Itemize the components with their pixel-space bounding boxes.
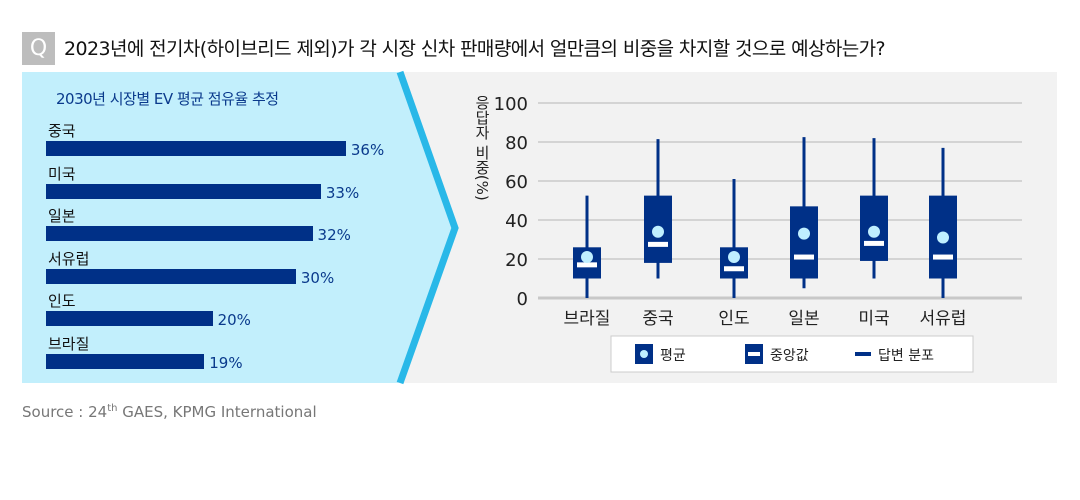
legend-range-label: 답변 분포: [878, 348, 934, 364]
bar: [46, 141, 346, 156]
mean-dot: [581, 251, 593, 264]
mean-dot: [652, 225, 664, 238]
chevron-arrow: [396, 70, 459, 385]
median-marker: [724, 266, 744, 272]
bar: [46, 353, 205, 369]
legend-mean-label: 평균: [660, 348, 686, 364]
median-marker: [933, 254, 953, 260]
legend-mean-dot: [640, 350, 648, 358]
bar-value-label: 32%: [317, 226, 351, 244]
legend-median-bar: [748, 352, 760, 356]
source-suffix: GAES, KPMG International: [117, 403, 317, 421]
x-tick-label: 브라질: [564, 309, 611, 329]
legend-median-label: 중앙값: [770, 348, 809, 364]
median-marker: [648, 241, 668, 247]
bar-category-label: 일본: [48, 207, 76, 225]
source-note: Source : 24th GAES, KPMG International: [22, 403, 317, 421]
x-tick-label: 중국: [642, 309, 673, 329]
median-marker: [794, 254, 814, 260]
mean-dot: [798, 227, 810, 240]
x-tick-label: 인도: [718, 309, 749, 329]
bar: [46, 311, 213, 326]
x-tick-label: 일본: [788, 309, 819, 329]
bar-category-label: 중국: [48, 122, 76, 140]
bar-chart-title: 2030년 시장별 EV 평균 점유율 추정: [56, 90, 279, 108]
y-tick-label: 40: [505, 211, 528, 232]
mean-dot: [728, 251, 740, 264]
bar-category-label: 브라질: [48, 334, 90, 353]
bar: [46, 183, 321, 199]
question-text: 2023년에 전기차(하이브리드 제외)가 각 시장 신차 판매량에서 얼만큼의…: [64, 38, 886, 60]
median-marker: [577, 262, 597, 268]
bar-value-label: 20%: [217, 311, 251, 329]
bar-value-label: 19%: [209, 353, 243, 372]
y-tick-label: 0: [517, 289, 528, 310]
y-tick-label: 60: [505, 172, 528, 193]
mean-dot: [937, 231, 949, 244]
x-tick-label: 미국: [858, 309, 889, 329]
source-prefix: Source : 24: [22, 403, 108, 421]
bar-value-label: 36%: [350, 141, 385, 159]
source-sup: th: [107, 403, 118, 414]
x-tick-label: 서유럽: [920, 309, 967, 329]
bar-category-label: 서유럽: [48, 249, 90, 268]
bar: [46, 226, 313, 241]
y-tick-label: 100: [494, 94, 528, 115]
question-icon: Q: [22, 32, 55, 65]
legend-box: [610, 335, 974, 373]
mean-dot: [868, 225, 880, 238]
bar: [46, 268, 296, 284]
bar-category-label: 미국: [48, 164, 76, 183]
box: [790, 206, 818, 279]
median-marker: [864, 240, 884, 246]
y-tick-label: 20: [505, 250, 528, 271]
bar-value-label: 30%: [300, 268, 335, 287]
bar-category-label: 인도: [48, 292, 76, 310]
legend-range-icon: [855, 352, 871, 356]
y-tick-label: 80: [505, 133, 528, 154]
y-axis-label: 응답자 비중(%): [473, 95, 491, 201]
bar-value-label: 33%: [325, 183, 360, 202]
